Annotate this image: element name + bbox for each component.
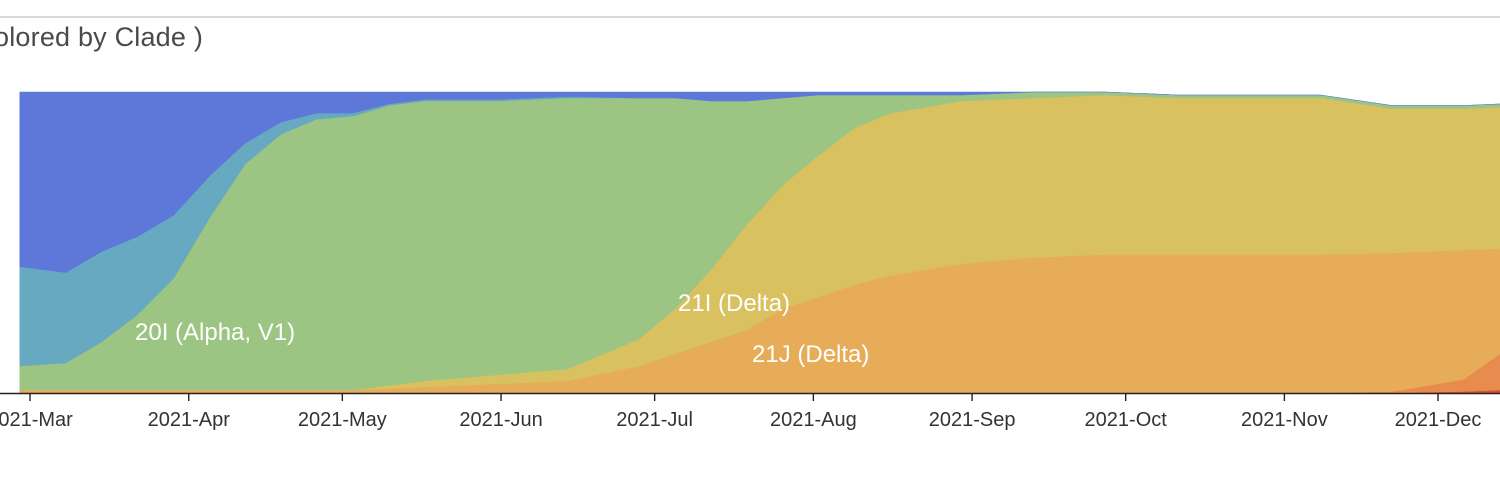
x-tick-label: 2021-May: [298, 409, 387, 431]
series-areas: [19, 91, 1500, 394]
x-tick-label: 2021-Aug: [770, 409, 857, 431]
x-tick-label: 2021-Dec: [1395, 409, 1482, 431]
series-label-20i-alpha-v1: 20I (Alpha, V1): [135, 319, 295, 346]
x-tick-label: 2021-Nov: [1241, 409, 1328, 431]
x-tick-label: 2021-Jun: [459, 409, 542, 431]
x-tick-label: 2021-Sep: [929, 409, 1016, 431]
series-label-21i-delta: 21I (Delta): [678, 290, 790, 317]
x-axis: 2021-Mar 2021-Apr 2021-May 2021-Jun 2021-Jul…: [0, 392, 1500, 431]
chart-title: olored by Clade ): [0, 22, 204, 52]
series-label-21j-delta: 21J (Delta): [752, 341, 869, 368]
x-tick-label: 2021-Oct: [1085, 409, 1168, 431]
series-labels: 21J (Delta) 21I (Delta) 20I (Alpha, V1): [135, 290, 869, 368]
x-tick-label: 2021-Mar: [0, 409, 73, 431]
x-tick-label: 2021-Apr: [148, 409, 231, 431]
top-divider: [0, 16, 1500, 18]
x-tick-label: 2021-Jul: [616, 409, 693, 431]
area-series-layer-6: [19, 91, 1500, 273]
